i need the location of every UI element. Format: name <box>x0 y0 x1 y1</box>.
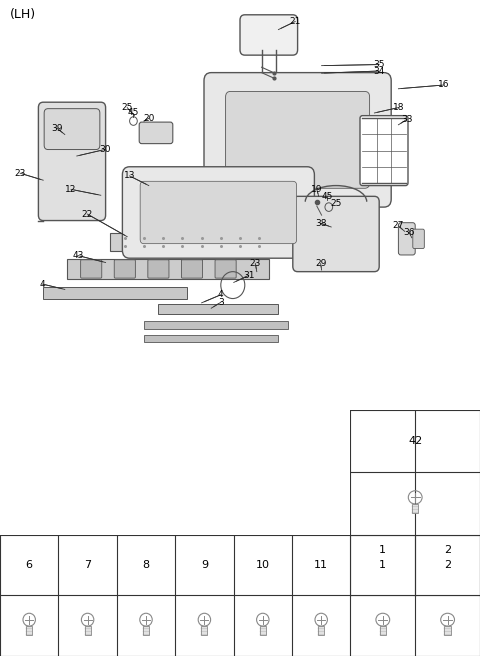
FancyBboxPatch shape <box>412 504 419 513</box>
FancyBboxPatch shape <box>413 229 424 249</box>
Text: 4: 4 <box>218 291 224 299</box>
Text: 12: 12 <box>65 185 77 194</box>
FancyBboxPatch shape <box>38 102 106 220</box>
Text: 16: 16 <box>438 81 450 89</box>
Text: 1: 1 <box>379 545 386 555</box>
Text: 23: 23 <box>14 169 26 178</box>
FancyBboxPatch shape <box>293 196 379 272</box>
FancyBboxPatch shape <box>444 626 451 635</box>
FancyBboxPatch shape <box>143 626 149 635</box>
FancyBboxPatch shape <box>158 304 278 314</box>
Text: 3: 3 <box>218 298 224 307</box>
Text: 20: 20 <box>143 114 155 123</box>
Text: 23: 23 <box>250 259 261 268</box>
FancyBboxPatch shape <box>140 181 297 243</box>
FancyBboxPatch shape <box>148 260 169 278</box>
FancyBboxPatch shape <box>84 626 91 635</box>
Text: 8: 8 <box>143 560 150 570</box>
FancyBboxPatch shape <box>181 260 203 278</box>
Text: 19: 19 <box>311 185 323 194</box>
Text: 18: 18 <box>393 103 404 112</box>
FancyBboxPatch shape <box>204 73 391 207</box>
FancyBboxPatch shape <box>139 122 173 144</box>
Text: 9: 9 <box>201 560 208 570</box>
Text: 30: 30 <box>99 145 110 154</box>
Text: 43: 43 <box>72 251 84 260</box>
Text: 31: 31 <box>243 271 254 280</box>
Text: 36: 36 <box>403 228 415 237</box>
Text: 4: 4 <box>39 279 45 289</box>
Text: 39: 39 <box>51 123 62 133</box>
FancyBboxPatch shape <box>260 626 266 635</box>
Text: 45: 45 <box>322 192 333 201</box>
FancyBboxPatch shape <box>215 260 236 278</box>
FancyBboxPatch shape <box>240 15 298 55</box>
FancyBboxPatch shape <box>44 109 100 150</box>
Text: 22: 22 <box>82 210 93 218</box>
Text: 21: 21 <box>289 17 301 26</box>
FancyBboxPatch shape <box>144 335 278 342</box>
FancyBboxPatch shape <box>114 260 135 278</box>
Text: 11: 11 <box>314 560 328 570</box>
Text: 25: 25 <box>330 199 342 208</box>
FancyBboxPatch shape <box>122 167 314 258</box>
Text: 13: 13 <box>124 171 135 180</box>
FancyBboxPatch shape <box>360 115 408 186</box>
Text: 2: 2 <box>444 545 451 555</box>
FancyBboxPatch shape <box>26 626 32 635</box>
Text: (LH): (LH) <box>10 8 36 21</box>
Text: 42: 42 <box>408 436 422 446</box>
FancyBboxPatch shape <box>67 258 269 279</box>
FancyBboxPatch shape <box>81 260 102 278</box>
FancyBboxPatch shape <box>43 287 187 299</box>
Text: 10: 10 <box>256 560 270 570</box>
FancyBboxPatch shape <box>226 91 370 188</box>
FancyBboxPatch shape <box>318 626 324 635</box>
Text: 29: 29 <box>315 259 326 268</box>
Text: 25: 25 <box>121 103 133 112</box>
Text: 27: 27 <box>393 222 404 230</box>
Text: 6: 6 <box>26 560 33 570</box>
FancyBboxPatch shape <box>202 626 207 635</box>
FancyBboxPatch shape <box>144 321 288 329</box>
Text: 38: 38 <box>315 218 326 228</box>
Text: 1: 1 <box>379 560 386 570</box>
Text: 2: 2 <box>444 560 451 570</box>
Text: 7: 7 <box>84 560 91 570</box>
FancyBboxPatch shape <box>110 233 293 251</box>
Text: 45: 45 <box>128 108 139 117</box>
Text: 35: 35 <box>373 60 385 69</box>
FancyBboxPatch shape <box>398 222 415 255</box>
FancyBboxPatch shape <box>380 626 386 635</box>
Text: 33: 33 <box>401 115 413 124</box>
Text: 34: 34 <box>373 66 385 75</box>
